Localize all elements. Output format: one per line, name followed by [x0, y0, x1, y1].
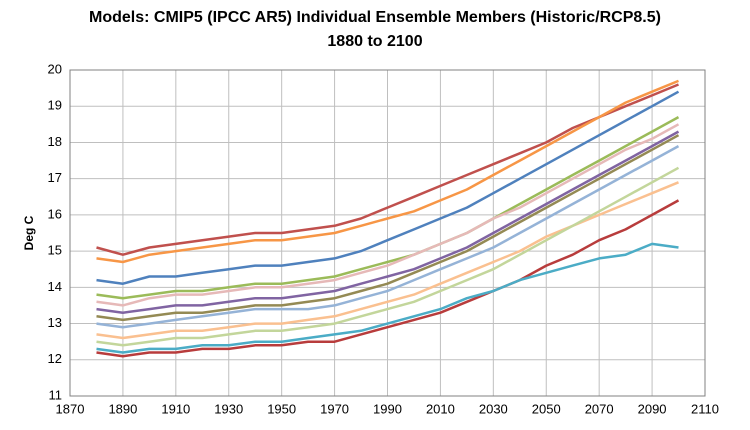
y-tick-label: 11: [49, 387, 63, 402]
x-tick-label: 1910: [161, 401, 190, 416]
x-tick-label: 1890: [108, 401, 137, 416]
series-line: [96, 90, 680, 285]
series-line: [96, 166, 680, 347]
series-line: [96, 134, 680, 322]
x-tick-label: 2050: [532, 401, 561, 416]
x-tick-label: 1970: [320, 401, 349, 416]
y-tick-label: 14: [48, 279, 62, 294]
y-tick-label: 20: [48, 61, 62, 76]
series-line: [96, 130, 680, 314]
x-tick-label: 1930: [214, 401, 243, 416]
y-tick-label: 13: [48, 315, 62, 330]
y-tick-label: 19: [48, 98, 62, 113]
x-tick-label: 2070: [585, 401, 614, 416]
x-tick-label: 2090: [638, 401, 667, 416]
series-line: [96, 145, 680, 329]
y-tick-label: 12: [48, 351, 62, 366]
series-line: [96, 83, 679, 256]
grid: [69, 69, 706, 397]
lines: [96, 79, 680, 358]
x-tick-label: 2110: [691, 401, 719, 416]
x-tick-label: 2010: [426, 401, 455, 416]
plot-frame: [69, 69, 706, 397]
series-line: [96, 199, 680, 358]
series-line: [96, 116, 680, 300]
y-tick-label: 17: [48, 170, 62, 185]
chart-title: Models: CMIP5 (IPCC AR5) Individual Ense…: [89, 9, 661, 26]
x-tick-label: 1870: [56, 401, 85, 416]
chart-subtitle: 1880 to 2100: [327, 33, 422, 50]
series-line: [96, 242, 679, 354]
x-tick-label: 1990: [373, 401, 402, 416]
x-tick-label: 2030: [479, 401, 508, 416]
series-line: [96, 79, 679, 264]
y-tick-label: 15: [48, 243, 62, 258]
x-tick-label: 1950: [267, 401, 296, 416]
y-tick-label: 18: [48, 134, 62, 149]
y-tick-label: 16: [48, 206, 62, 221]
y-axis-label: Deg C: [22, 215, 36, 250]
series-line: [96, 123, 680, 307]
